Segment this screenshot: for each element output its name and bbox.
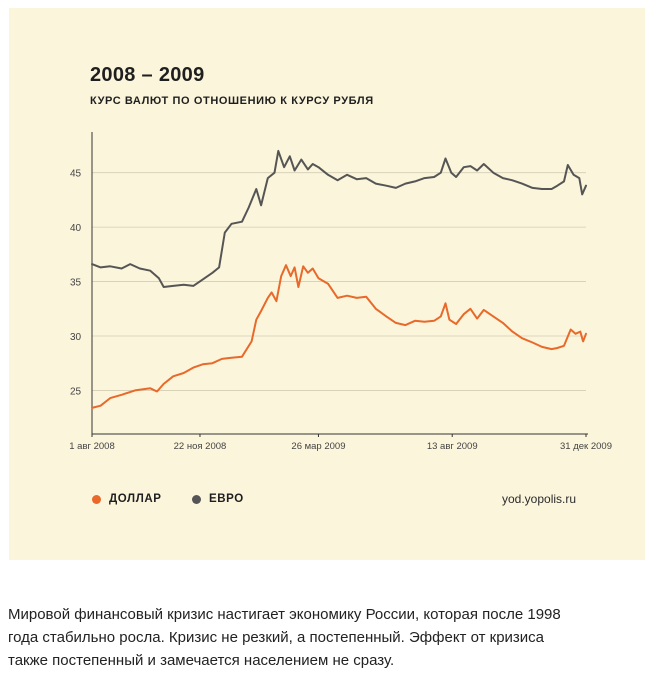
- y-tick-label: 25: [70, 386, 82, 397]
- euro-series-line: [91, 149, 587, 288]
- chart-subtitle: КУРС ВАЛЮТ ПО ОТНОШЕНИЮ К КУРСУ РУБЛЯ: [90, 95, 374, 107]
- x-tick-label: 22 ноя 2008: [174, 441, 227, 452]
- caption-line: Мировой финансовый кризис настигает экон…: [8, 606, 561, 623]
- legend-dollar-marker-icon: [92, 494, 101, 504]
- y-tick-label: 45: [70, 169, 82, 180]
- caption: Мировой финансовый кризис настигает экон…: [8, 603, 644, 672]
- legend-item-dollar: ДОЛЛАР: [92, 493, 162, 505]
- dollar-series-line: [91, 264, 587, 409]
- y-tick-label: 40: [70, 223, 82, 234]
- x-tick-label: 1 авг 2008: [69, 441, 115, 452]
- legend-euro-label: ЕВРО: [209, 493, 244, 505]
- caption-line: также постепенный и замечается население…: [8, 652, 395, 669]
- chart-title: 2008 – 2009: [90, 64, 205, 86]
- legend-euro-marker-icon: [192, 494, 201, 504]
- x-tick-label: 31 дек 2009: [560, 441, 612, 452]
- legend-item-euro: ЕВРО: [192, 493, 244, 505]
- y-tick-label: 35: [70, 278, 82, 289]
- x-tick-label: 26 мар 2009: [291, 441, 345, 452]
- line-chart: 25 30 35 40 45 1 авг 2008 22 ноя 2008 26 мар 20…: [69, 132, 612, 452]
- source-link[interactable]: yod.yopolis.ru: [502, 492, 577, 506]
- legend-dollar-label: ДОЛЛАР: [109, 493, 162, 505]
- x-tick-label: 13 авг 2009: [427, 441, 478, 452]
- y-tick-label: 30: [70, 332, 82, 343]
- caption-line: года стабильно росла. Кризис не резкий, …: [8, 629, 545, 646]
